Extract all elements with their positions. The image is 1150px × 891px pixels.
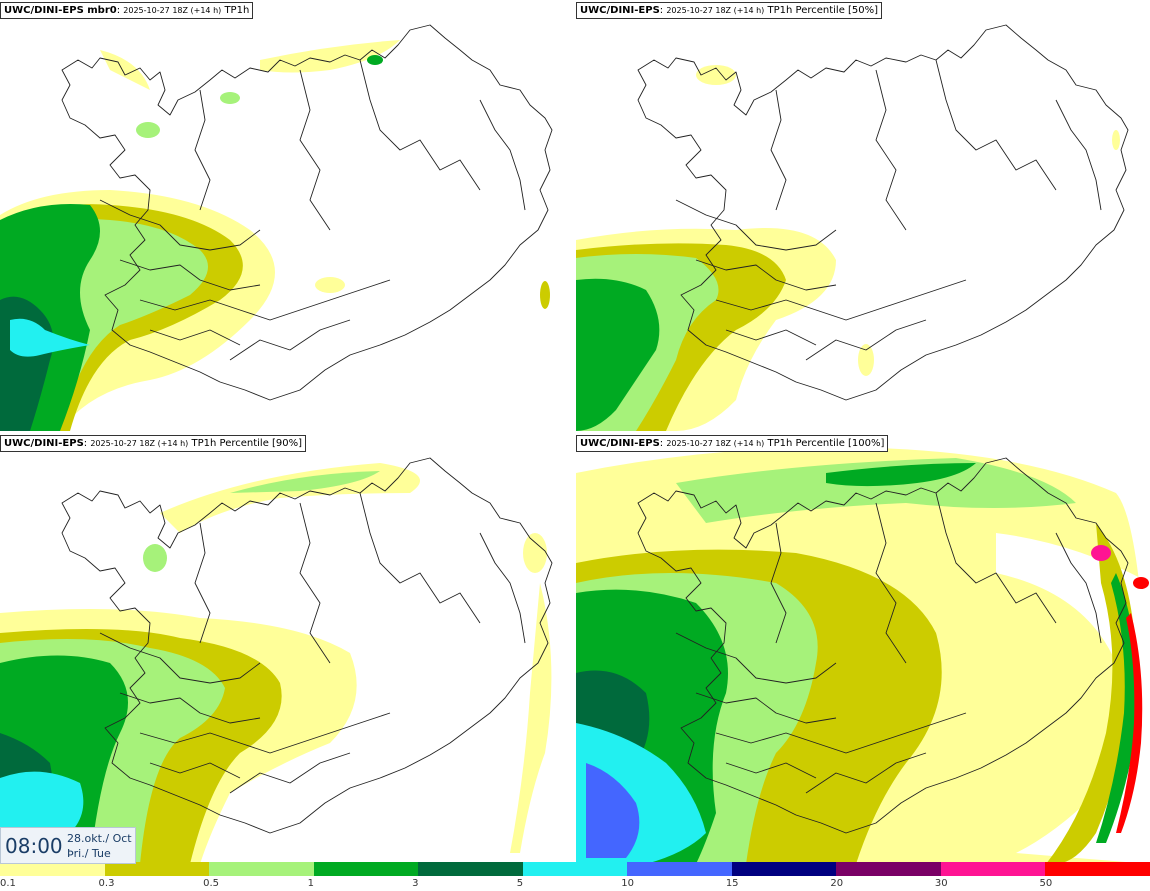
run-time: 2025-10-27 18Z (+14 h) (666, 6, 765, 15)
run-time: 2025-10-27 18Z (+14 h) (90, 439, 189, 448)
legend-swatch (0, 862, 105, 876)
precip-legend: 0.1 0.3 0.5 1 3 5 10 15 20 30 50 (0, 862, 1150, 891)
field-name: TP1h Percentile [100%] (767, 438, 885, 449)
legend-tick-label: 0.1 (0, 878, 16, 889)
map-panel-p100: UWC/DINI-EPS: 2025-10-27 18Z (+14 h) TP1… (576, 433, 1150, 864)
panel-divider-horizontal (0, 431, 1150, 433)
legend-swatch (836, 862, 942, 876)
legend-swatch (522, 862, 628, 876)
panel-title: UWC/DINI-EPS: 2025-10-27 18Z (+14 h) TP1… (576, 2, 883, 19)
valid-time: 08:00 (5, 834, 63, 858)
valid-weekday: Þri./ Tue (67, 847, 111, 860)
precip-map (576, 447, 1150, 864)
field-name: TP1h Percentile [90%] (191, 438, 303, 449)
map-panel-mbr0: UWC/DINI-EPS mbr0: 2025-10-27 18Z (+14 h… (0, 0, 574, 431)
valid-date-line: 28.okt./ Oct (67, 832, 132, 845)
legend-tick-label: 20 (830, 878, 844, 889)
panel-title: UWC/DINI-EPS: 2025-10-27 18Z (+14 h) TP1… (576, 435, 889, 452)
legend-tick-label: 0.3 (98, 878, 115, 889)
model-name: UWC/DINI-EPS (580, 438, 660, 449)
precip-map (0, 457, 553, 864)
precip-map (0, 24, 553, 431)
legend-tick-label: 30 (934, 878, 948, 889)
run-time: 2025-10-27 18Z (+14 h) (666, 439, 765, 448)
legend-swatch (313, 862, 419, 876)
valid-date: 28.okt./ Oct Þri./ Tue (67, 831, 132, 861)
legend-swatch (418, 862, 524, 876)
legend-swatch (1045, 862, 1150, 876)
legend-tick-label: 15 (725, 878, 739, 889)
field-name: TP1h Percentile [50%] (767, 5, 879, 16)
panel-title: UWC/DINI-EPS mbr0: 2025-10-27 18Z (+14 h… (0, 2, 254, 19)
model-name: UWC/DINI-EPS (4, 438, 84, 449)
model-name: UWC/DINI-EPS mbr0 (4, 5, 117, 16)
legend-tick-label: 3 (412, 878, 419, 889)
panel-title: UWC/DINI-EPS: 2025-10-27 18Z (+14 h) TP1… (0, 435, 307, 452)
field-name: TP1h (224, 5, 250, 16)
legend-tick-label: 1 (307, 878, 314, 889)
model-name: UWC/DINI-EPS (580, 5, 660, 16)
legend-tick-label: 0.5 (203, 878, 219, 889)
precip-map (576, 24, 1129, 431)
legend-swatch (627, 862, 733, 876)
legend-tick-label: 5 (516, 878, 524, 889)
valid-time-box: 08:00 28.okt./ Oct Þri./ Tue (0, 827, 136, 864)
run-time: 2025-10-27 18Z (+14 h) (123, 6, 222, 15)
legend-swatch (940, 862, 1046, 876)
legend-tick-label: 10 (621, 878, 634, 889)
legend-swatch (209, 862, 315, 876)
map-panel-p90: UWC/DINI-EPS: 2025-10-27 18Z (+14 h) TP1… (0, 433, 574, 864)
map-panel-p50: UWC/DINI-EPS: 2025-10-27 18Z (+14 h) TP1… (576, 0, 1150, 431)
legend-tick-label: 50 (1039, 878, 1053, 889)
legend-swatch (731, 862, 837, 876)
legend-swatch (104, 862, 210, 876)
